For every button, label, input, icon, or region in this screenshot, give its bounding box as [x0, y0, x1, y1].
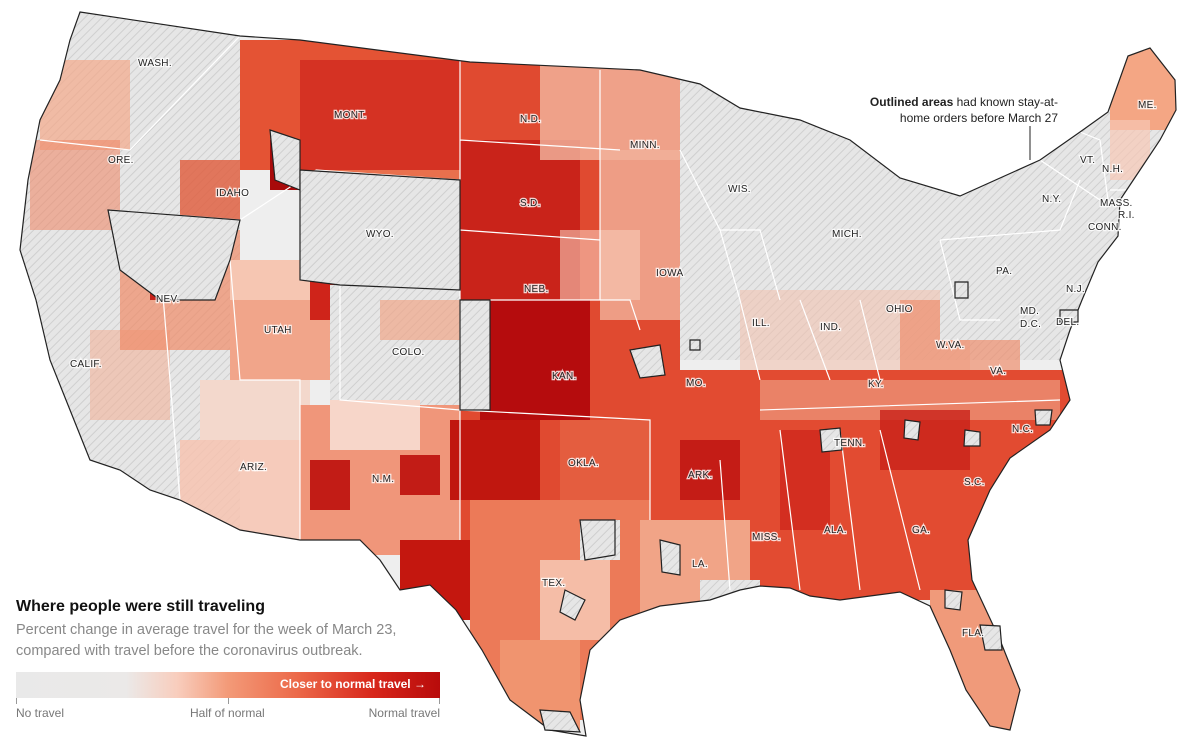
- state-label-in: IND.: [820, 322, 841, 333]
- bar-label-text: Closer to normal travel: [279, 677, 411, 691]
- state-label-ky: KY.: [868, 379, 884, 390]
- state-label-sc: S.C.: [964, 477, 985, 488]
- state-label-or: ORE.: [108, 155, 134, 166]
- state-label-vt: VT.: [1080, 155, 1095, 166]
- state-label-nv: NEV.: [156, 294, 180, 305]
- tick-label-normal: Normal travel: [368, 706, 440, 720]
- state-label-fl: FLA.: [962, 628, 984, 639]
- state-label-mn: MINN.: [630, 140, 660, 151]
- tick-mark-right: [439, 698, 440, 704]
- stay-at-home-callout: Outlined areas had known stay-at-home or…: [858, 94, 1058, 126]
- state-label-ks: KAN.: [552, 371, 577, 382]
- state-label-ct: CONN.: [1088, 222, 1122, 233]
- tick-label-no-travel: No travel: [16, 706, 65, 720]
- state-label-nd: N.D.: [520, 114, 541, 125]
- state-label-az: ARIZ.: [240, 462, 267, 473]
- tick-mark-mid: [228, 698, 229, 704]
- state-label-ms: MISS.: [752, 532, 781, 543]
- legend: Where people were still traveling Percen…: [16, 598, 446, 720]
- state-label-nj: N.J.: [1066, 284, 1085, 295]
- state-label-nh: N.H.: [1102, 164, 1123, 175]
- color-scale-bar: Closer to normal travel →: [16, 672, 440, 698]
- arrow-right-icon: →: [414, 677, 426, 691]
- state-label-tx: TEX.: [542, 578, 565, 589]
- state-labels: WASH. ORE. CALIF. IDAHO NEV. MONT. WYO. …: [69, 57, 1158, 641]
- callout-text: had known stay-at-home orders before Mar…: [899, 95, 1058, 125]
- callout-bold: Outlined areas: [869, 95, 954, 109]
- state-label-wa: WASH.: [138, 58, 172, 69]
- state-label-va: VA.: [990, 366, 1006, 377]
- state-label-wv: W.VA.: [936, 340, 965, 351]
- state-label-ut: UTAH: [264, 325, 292, 336]
- color-scale-label: Closer to normal travel →: [280, 677, 426, 691]
- state-label-ok: OKLA.: [568, 458, 599, 469]
- state-label-ny: N.Y.: [1042, 194, 1061, 205]
- state-label-mt: MONT.: [334, 110, 367, 121]
- state-label-dc: D.C.: [1020, 319, 1041, 330]
- state-label-ne: NEB.: [524, 284, 549, 295]
- state-label-me: ME.: [1138, 100, 1157, 111]
- state-label-mo: MO.: [686, 378, 706, 389]
- state-label-mi: MICH.: [832, 229, 862, 240]
- color-scale-ticks: No travel Half of normal Normal travel: [16, 698, 440, 720]
- state-label-md: MD.: [1020, 306, 1039, 317]
- state-label-wy: WYO.: [366, 229, 394, 240]
- state-label-ga: GA.: [912, 525, 930, 536]
- state-label-tn: TENN.: [834, 438, 866, 449]
- legend-title: Where people were still traveling: [16, 598, 265, 615]
- state-label-ia: IOWA: [656, 268, 684, 279]
- state-label-ca: CALIF.: [70, 359, 102, 370]
- state-label-nm: N.M.: [372, 474, 394, 485]
- tick-mark-left: [16, 698, 17, 704]
- state-label-co: COLO.: [392, 347, 425, 358]
- state-label-il: ILL.: [752, 318, 770, 329]
- state-label-de: DEL.: [1056, 317, 1079, 328]
- tick-label-half: Half of normal: [190, 706, 265, 720]
- state-label-ma: MASS.: [1100, 198, 1133, 209]
- state-label-ar: ARK.: [688, 470, 713, 481]
- state-label-oh: OHIO: [886, 304, 913, 315]
- state-label-id: IDAHO: [216, 188, 249, 199]
- state-label-al: ALA.: [824, 525, 847, 536]
- state-label-sd: S.D.: [520, 198, 541, 209]
- legend-subtitle: Percent change in average travel for the…: [16, 622, 397, 659]
- state-label-pa: PA.: [996, 266, 1012, 277]
- state-label-ri: R.I.: [1118, 210, 1135, 221]
- state-label-la: LA.: [692, 559, 708, 570]
- state-label-wi: WIS.: [728, 184, 751, 195]
- stay-at-home-outlines: [107, 129, 1079, 733]
- state-label-nc: N.C.: [1012, 424, 1033, 435]
